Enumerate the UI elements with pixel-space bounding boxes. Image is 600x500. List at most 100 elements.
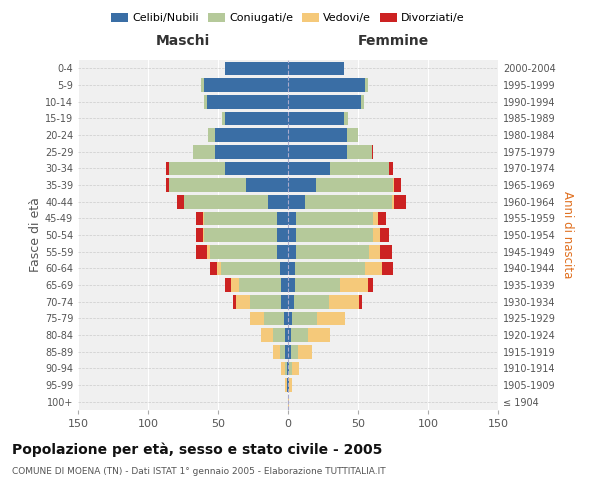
Bar: [317, 312, 346, 325]
Text: COMUNE DI MOENA (TN) - Dati ISTAT 1° gennaio 2005 - Elaborazione TUTTITALIA.IT: COMUNE DI MOENA (TN) - Dati ISTAT 1° gen…: [12, 468, 386, 476]
Text: Popolazione per età, sesso e stato civile - 2005: Popolazione per età, sesso e stato civil…: [12, 442, 382, 457]
Bar: [225, 112, 288, 125]
Bar: [285, 345, 288, 358]
Bar: [305, 195, 392, 208]
Bar: [264, 312, 284, 325]
Bar: [233, 295, 236, 308]
Bar: [316, 178, 393, 192]
Bar: [288, 195, 305, 208]
Bar: [225, 278, 230, 292]
Bar: [392, 195, 394, 208]
Bar: [298, 345, 312, 358]
Bar: [225, 162, 288, 175]
Bar: [250, 312, 264, 325]
Bar: [361, 95, 364, 108]
Bar: [262, 328, 272, 342]
Bar: [382, 262, 393, 275]
Bar: [289, 378, 292, 392]
Bar: [287, 378, 288, 392]
Bar: [329, 295, 359, 308]
Bar: [196, 245, 207, 258]
Bar: [293, 295, 329, 308]
Bar: [288, 245, 296, 258]
Bar: [377, 212, 386, 225]
Bar: [308, 328, 330, 342]
Bar: [239, 278, 281, 292]
Text: Maschi: Maschi: [156, 34, 210, 48]
Bar: [296, 212, 373, 225]
Bar: [372, 145, 373, 158]
Bar: [166, 162, 169, 175]
Bar: [288, 212, 296, 225]
Bar: [204, 212, 277, 225]
Bar: [344, 112, 348, 125]
Bar: [288, 228, 296, 242]
Bar: [204, 78, 288, 92]
Bar: [201, 78, 204, 92]
Bar: [277, 228, 288, 242]
Bar: [207, 245, 209, 258]
Bar: [272, 345, 280, 358]
Bar: [209, 262, 217, 275]
Bar: [380, 245, 392, 258]
Bar: [209, 245, 277, 258]
Bar: [225, 62, 288, 75]
Bar: [288, 95, 361, 108]
Bar: [287, 362, 288, 375]
Bar: [284, 312, 288, 325]
Bar: [285, 362, 287, 375]
Bar: [347, 128, 358, 142]
Bar: [203, 228, 204, 242]
Bar: [373, 212, 377, 225]
Bar: [369, 245, 380, 258]
Bar: [285, 378, 287, 392]
Bar: [288, 328, 291, 342]
Bar: [203, 212, 204, 225]
Bar: [289, 362, 292, 375]
Bar: [288, 162, 330, 175]
Bar: [291, 345, 298, 358]
Bar: [196, 212, 203, 225]
Bar: [193, 145, 215, 158]
Bar: [184, 195, 268, 208]
Bar: [394, 195, 406, 208]
Bar: [280, 262, 288, 275]
Bar: [277, 212, 288, 225]
Bar: [217, 262, 221, 275]
Text: Femmine: Femmine: [358, 34, 428, 48]
Bar: [288, 78, 365, 92]
Bar: [208, 128, 215, 142]
Bar: [288, 262, 295, 275]
Bar: [296, 228, 373, 242]
Bar: [236, 295, 250, 308]
Bar: [368, 278, 373, 292]
Bar: [196, 228, 203, 242]
Bar: [288, 62, 344, 75]
Bar: [347, 145, 372, 158]
Bar: [166, 178, 169, 192]
Bar: [169, 178, 246, 192]
Bar: [230, 278, 239, 292]
Bar: [178, 195, 184, 208]
Bar: [277, 245, 288, 258]
Bar: [215, 145, 288, 158]
Bar: [272, 328, 285, 342]
Bar: [285, 328, 288, 342]
Bar: [204, 228, 277, 242]
Bar: [292, 312, 317, 325]
Bar: [281, 278, 288, 292]
Bar: [250, 295, 281, 308]
Bar: [246, 178, 288, 192]
Bar: [280, 345, 285, 358]
Bar: [207, 95, 288, 108]
Bar: [359, 295, 362, 308]
Bar: [373, 228, 380, 242]
Bar: [288, 278, 295, 292]
Legend: Celibi/Nubili, Coniugati/e, Vedovi/e, Divorziati/e: Celibi/Nubili, Coniugati/e, Vedovi/e, Di…: [107, 8, 469, 28]
Bar: [330, 162, 389, 175]
Bar: [288, 362, 289, 375]
Bar: [365, 78, 368, 92]
Bar: [204, 95, 207, 108]
Bar: [268, 195, 288, 208]
Bar: [295, 278, 340, 292]
